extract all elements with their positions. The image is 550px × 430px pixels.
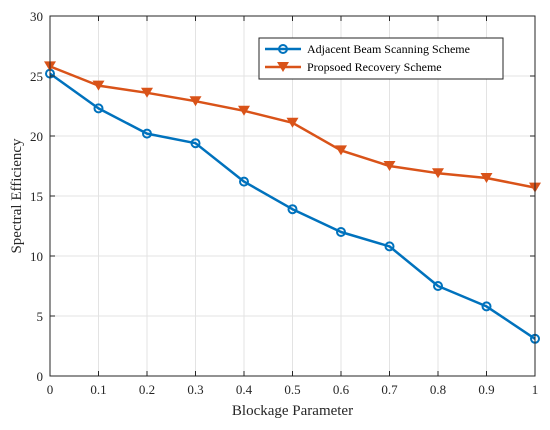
legend-label-series-2: Propsoed Recovery Scheme: [307, 60, 442, 74]
y-tick-label: 10: [30, 249, 43, 264]
legend-marker-series-2: [277, 62, 289, 72]
data-point-series-1: [481, 301, 492, 312]
data-point-series-2: [141, 87, 153, 98]
y-tick-label: 15: [30, 189, 43, 204]
data-point-series-2: [432, 168, 444, 179]
y-tick-label: 5: [37, 309, 44, 324]
x-tick-label: 0.8: [430, 382, 446, 397]
x-tick-label: 0.2: [139, 382, 155, 397]
legend-box: [258, 37, 504, 80]
data-point-series-1: [287, 204, 298, 215]
y-tick-label: 25: [30, 69, 43, 84]
x-tick-label: 0.3: [187, 382, 203, 397]
x-axis-label: Blockage Parameter: [232, 403, 353, 419]
data-point-series-2: [286, 117, 299, 128]
data-point-series-1: [93, 103, 104, 114]
y-axis-label: Spectral Efficiency: [9, 138, 25, 254]
x-tick-label: 0.9: [478, 382, 494, 397]
y-tick-label: 30: [30, 9, 43, 24]
legend: Adjacent Beam Scanning Scheme Propsoed R…: [258, 37, 504, 80]
data-point-series-1: [239, 176, 249, 187]
data-point-series-2: [335, 145, 347, 156]
x-tick-label: 0.1: [90, 382, 106, 397]
axis-ticks: 0 0.1 0.2 0.3 0.4 0.5 0.6 0.7 0.8 0.9 105101520253…: [30, 9, 538, 397]
data-point-series-1: [142, 128, 152, 139]
x-tick-label: 0.4: [236, 382, 253, 397]
legend-marker-series-1: [278, 44, 288, 54]
series-line-1: [49, 72, 536, 340]
data-point-series-2: [480, 173, 493, 183]
data-point-series-1: [433, 281, 443, 291]
x-tick-label: 0: [47, 382, 54, 397]
y-tick-label: 20: [30, 129, 43, 144]
y-tick-label: 0: [37, 369, 44, 384]
data-point-series-1: [384, 241, 395, 252]
x-tick-label: 0.5: [284, 382, 300, 397]
data-point-series-1: [336, 227, 346, 237]
data-point-series-1: [190, 138, 201, 149]
data-point-series-2: [92, 80, 105, 91]
x-tick-label: 1: [532, 382, 539, 397]
legend-label-series-1: Adjacent Beam Scanning Scheme: [307, 42, 470, 56]
data-point-series-2: [238, 105, 250, 116]
x-tick-label: 0.6: [333, 382, 350, 397]
data-point-series-2: [383, 161, 396, 171]
x-tick-label: 0.7: [381, 382, 398, 397]
data-point-series-2: [189, 96, 202, 107]
